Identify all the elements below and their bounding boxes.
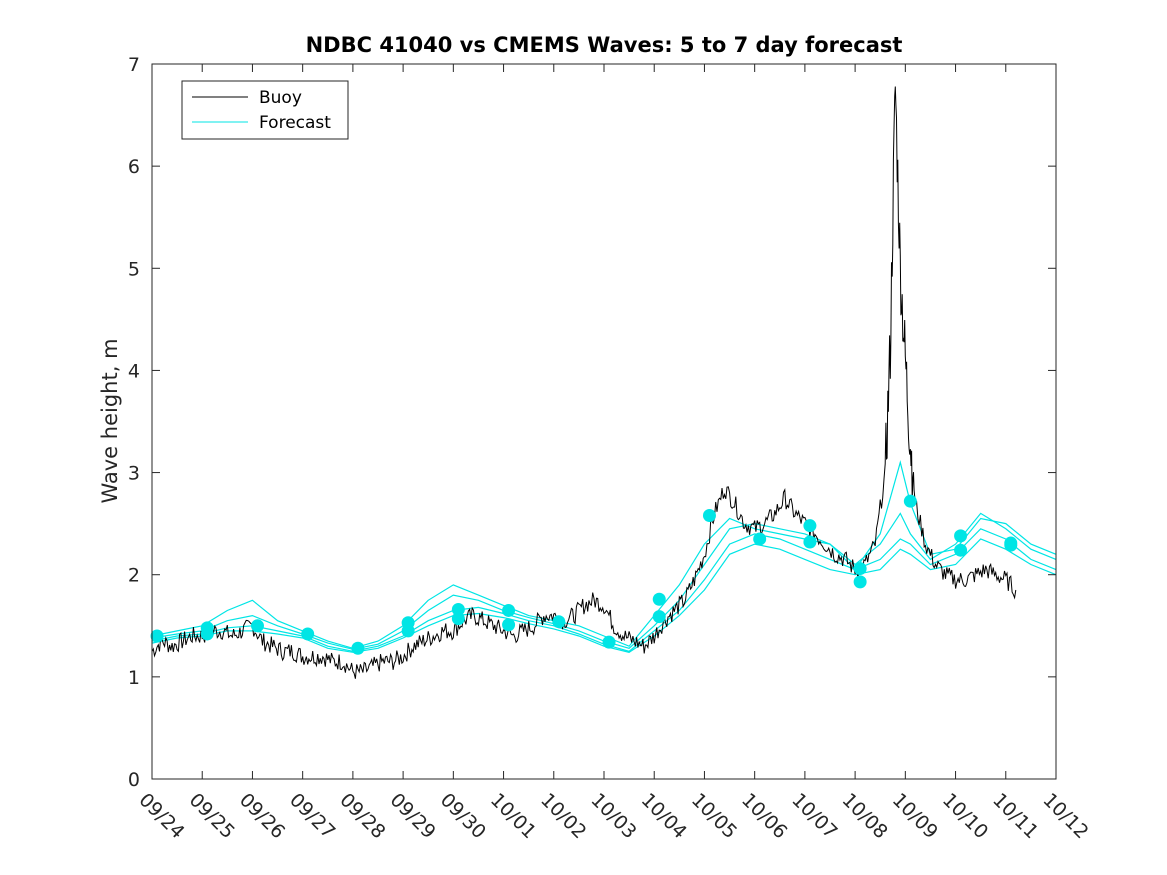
y-axis: 0 1 2 3 4 5 6 7 [128, 54, 1056, 791]
forecast-marker [853, 575, 867, 589]
forecast-marker [150, 629, 164, 643]
forecast-marker [1004, 536, 1018, 550]
forecast-marker [903, 494, 917, 508]
forecast-marker [954, 543, 968, 557]
y-tick-label: 0 [128, 769, 140, 791]
y-axis-label: Wave height, m [98, 338, 122, 503]
forecast-marker [502, 603, 516, 617]
forecast-markers [150, 494, 1018, 655]
forecast-marker [803, 535, 817, 549]
forecast-marker [301, 627, 315, 641]
forecast-marker [552, 615, 566, 629]
forecast-marker [753, 532, 767, 546]
plot-background [152, 64, 1056, 779]
forecast-marker [602, 635, 616, 649]
forecast-marker [652, 592, 666, 606]
forecast-marker [954, 529, 968, 543]
legend: Buoy Forecast [181, 80, 349, 140]
forecast-marker [702, 508, 716, 522]
y-tick-label: 2 [128, 565, 140, 587]
chart-title: NDBC 41040 vs CMEMS Waves: 5 to 7 day fo… [306, 33, 903, 57]
forecast-marker [803, 519, 817, 533]
forecast-marker [652, 610, 666, 624]
y-tick-label: 1 [128, 667, 140, 689]
buoy-line-group [151, 86, 1017, 679]
buoy-line [151, 86, 1017, 679]
plot-area [150, 63, 1057, 780]
forecast-marker [250, 619, 264, 633]
legend-label-buoy: Buoy [259, 88, 302, 108]
forecast-marker [401, 616, 415, 630]
forecast-marker [451, 602, 465, 616]
forecast-marker [351, 641, 365, 655]
legend-box [181, 80, 349, 140]
y-tick-label: 4 [128, 360, 140, 382]
legend-label-forecast: Forecast [259, 113, 331, 133]
y-tick-label: 7 [128, 54, 140, 76]
y-tick-label: 3 [128, 463, 140, 485]
y-tick-label: 6 [128, 156, 140, 178]
forecast-marker [451, 612, 465, 626]
y-tick-label: 5 [128, 258, 140, 280]
forecast-marker [200, 621, 214, 635]
forecast-marker [853, 562, 867, 576]
forecast-marker [502, 618, 516, 632]
